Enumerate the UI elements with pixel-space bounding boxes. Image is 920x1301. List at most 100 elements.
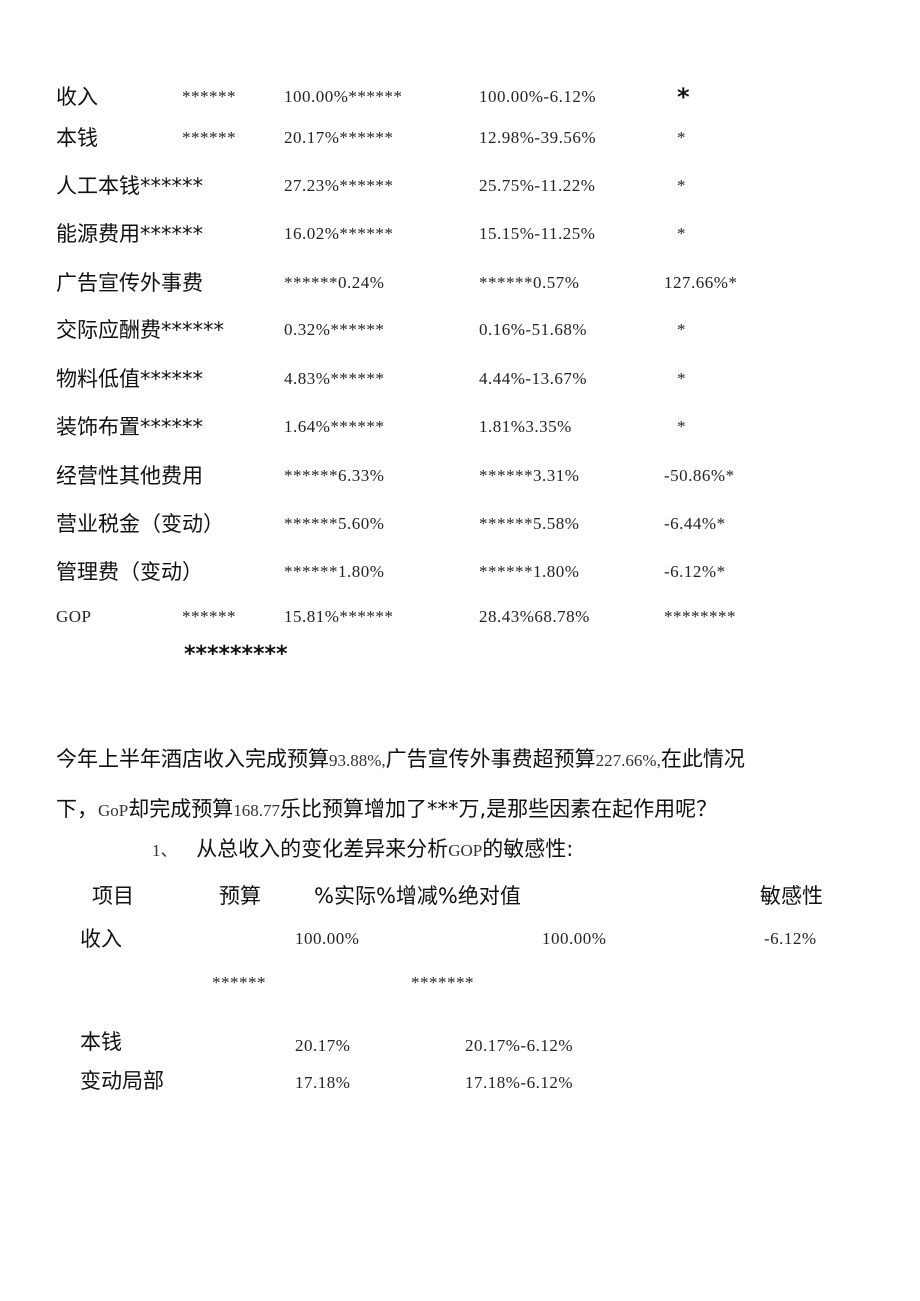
row-value-c2: ******6.33% [284,466,385,485]
row-label: 变动局部 [80,1069,164,1093]
row-value-c4: 127.66%* [664,273,738,292]
row-value-c3: ******3.31% [479,466,580,485]
row-value-c2: ******1.80% [284,562,385,581]
row-label: 广告宣传外事费 [56,271,203,295]
row-value-c3: ******5.58% [479,514,580,533]
row-value-c2: 1.64%****** [284,417,385,436]
row-value-c3: 0.16%-51.68% [479,320,587,339]
row-value-b: 20.17%-6.12% [465,1036,573,1055]
paragraph-segment: 在此情况 [660,747,745,771]
header-middle: %实际%增减%绝对值 [314,884,521,908]
table-row: 本钱 ****** 20.17%****** 12.98%-39.56% * [0,125,920,151]
row-label: 人工本钱****** [56,174,203,198]
row-value-c: -6.12% [764,929,817,948]
table-row: 本钱 20.17% 20.17%-6.12% [0,1029,920,1055]
row-value-c4: ******** [664,607,736,626]
table-row: 广告宣传外事费 ******0.24% ******0.57% 127.66%* [0,270,920,296]
section-title-gop: GOP [448,841,483,860]
row-value-c2: ******5.60% [284,514,385,533]
row-value-c2: 20.17%****** [284,128,394,147]
row-label: 装饰布置****** [56,415,203,439]
table-row: 装饰布置****** 1.64%****** 1.81%3.35% * [0,414,920,440]
row-value-c4: * [677,128,686,147]
table-row: GOP ****** 15.81%****** 28.43%68.78% *******… [0,604,920,630]
row-value-c2: 100.00%****** [284,87,403,106]
row-label: 营业税金（变动） [56,512,224,536]
row-value-b: 17.18%-6.12% [465,1073,573,1092]
trailing-stars-row: ********* [0,642,920,668]
row-value-c4: * [677,83,690,111]
row-value-c1: ****** [182,128,236,147]
row-value-a: 100.00% [295,929,360,948]
paragraph-line-2: 下，GoP却完成预算168.77乐比预算增加了***万,是那些因素在起作用呢？ [56,794,717,826]
table-row: 变动局部 17.18% 17.18%-6.12% [0,1068,920,1094]
table-row: 交际应酬费****** 0.32%****** 0.16%-51.68% * [0,317,920,343]
row-value-c1: ****** [182,87,236,106]
row-label: 收入 [56,85,98,109]
row-value-c3: ******0.57% [479,273,580,292]
row-label: GOP [56,607,92,626]
row-value-c3: 28.43%68.78% [479,607,590,626]
table-row: 能源费用****** 16.02%****** 15.15%-11.25% * [0,221,920,247]
row-value-c2: 4.83%****** [284,369,385,388]
row-label: 收入 [80,927,122,951]
row-value-c4: * [677,224,686,243]
row-value-c4: * [677,369,686,388]
row-value-c4: -6.12%* [664,562,726,581]
row-label: 本钱 [56,126,98,150]
row-value-c3: 4.44%-13.67% [479,369,587,388]
stars-b: ******* [411,973,474,992]
row-value-c1: ****** [182,607,236,626]
stars-a: ****** [212,973,266,992]
table-row: 收入 ****** 100.00%****** 100.00%-6.12% * [0,84,920,110]
row-value-c4: * [677,176,686,195]
header-sensitivity: 敏感性 [760,884,823,908]
row-value-c4: -6.44%* [664,514,726,533]
paragraph-segment: 下， [56,797,98,821]
paragraph-segment: 今年上半年酒店收入完成预算 [56,747,329,771]
paragraph-line-1: 今年上半年酒店收入完成预算93.88%,广告宣传外事费超预算227.66%,在此… [56,744,745,776]
paragraph-segment: 227.66%, [595,751,661,770]
row-value-c2: 16.02%****** [284,224,394,243]
row-value-c2: 27.23%****** [284,176,394,195]
row-value-b: 100.00% [542,929,607,948]
table-row: 经营性其他费用 ******6.33% ******3.31% -50.86%* [0,463,920,489]
table-row: 物料低值****** 4.83%****** 4.44%-13.67% * [0,366,920,392]
row-value-c3: ******1.80% [479,562,580,581]
stars-row: ****** ******* [0,970,920,996]
table-row: 收入 100.00% 100.00% -6.12% [0,926,920,952]
section-heading: 1、 从总收入的变化差异来分析GOP的敏感性: [152,834,573,866]
section-title-a: 从总收入的变化差异来分析 [196,837,449,861]
row-label: 交际应酬费****** [56,318,224,342]
paragraph-segment: 168.77 [233,801,280,820]
row-value-c2: ******0.24% [284,273,385,292]
paragraph-segment: 广告宣传外事费超预算 [385,747,596,771]
row-value-c2: 15.81%****** [284,607,394,626]
row-value-a: 17.18% [295,1073,351,1092]
row-label: 本钱 [80,1030,122,1054]
paragraph-segment: 乐比预算增加了***万,是那些因素在起作用呢？ [279,797,718,821]
row-value-c3: 1.81%3.35% [479,417,572,436]
row-value-c3: 100.00%-6.12% [479,87,596,106]
paragraph-segment: GoP [98,801,129,820]
row-value-c4: -50.86%* [664,466,735,485]
trailing-stars: ********* [184,642,288,667]
row-label: 能源费用****** [56,222,203,246]
sensitivity-header: 项目 预算 %实际%增减%绝对值 敏感性 [0,883,920,909]
table-row: 人工本钱****** 27.23%****** 25.75%-11.22% * [0,173,920,199]
table-row: 营业税金（变动） ******5.60% ******5.58% -6.44%* [0,511,920,537]
row-label: 经营性其他费用 [56,464,203,488]
row-value-c4: * [677,417,686,436]
row-value-c4: * [677,320,686,339]
row-label: 物料低值****** [56,367,203,391]
header-budget: 预算 [219,884,261,908]
paragraph-segment: 93.88%, [329,751,386,770]
row-value-c2: 0.32%****** [284,320,385,339]
paragraph-segment: 却完成预算 [128,797,234,821]
row-value-c3: 12.98%-39.56% [479,128,596,147]
header-item: 项目 [92,884,134,908]
row-label: 管理费（变动） [56,560,203,584]
section-title-b: 的敏感性: [482,837,574,861]
row-value-a: 20.17% [295,1036,351,1055]
section-number: 1、 [152,841,178,860]
